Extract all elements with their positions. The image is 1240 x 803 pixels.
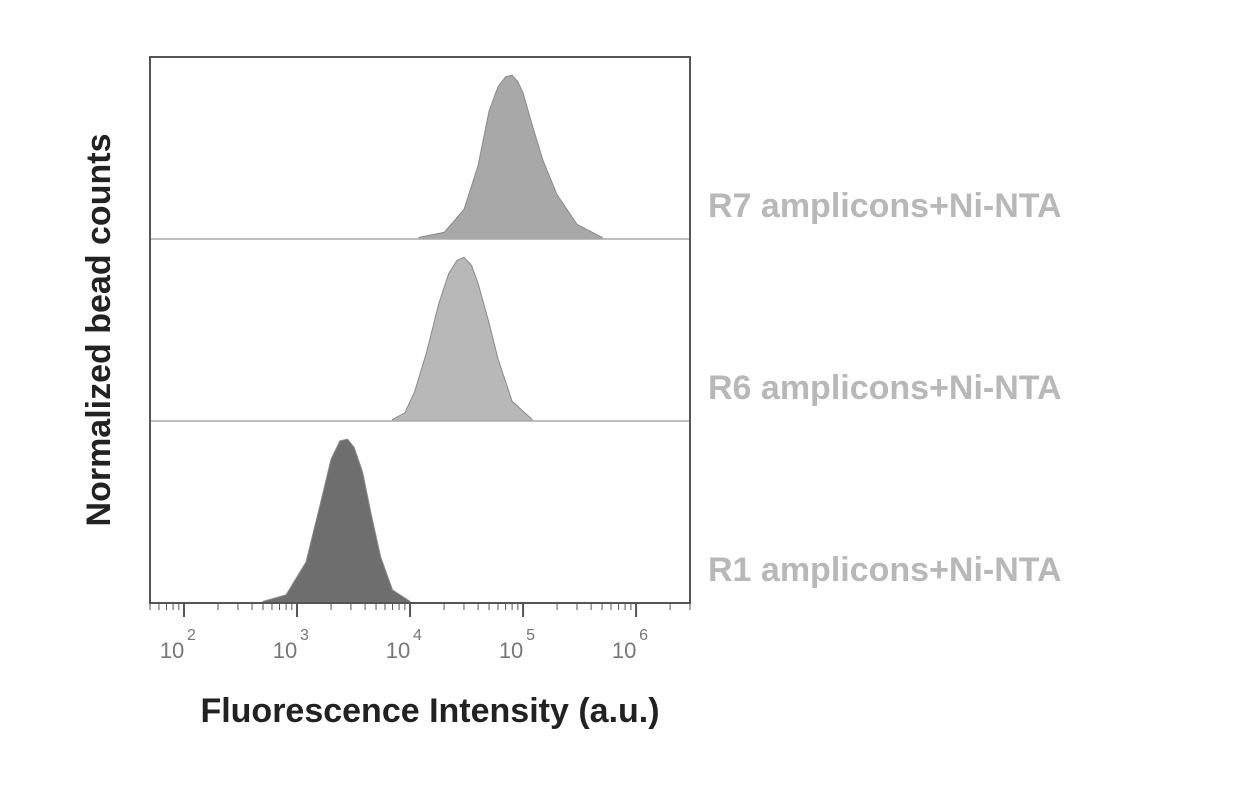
x-tick-base: 10 [386, 638, 410, 663]
x-tick-exponent: 5 [526, 627, 535, 644]
x-tick-label: 105 [499, 627, 535, 663]
histogram-area-3 [263, 439, 410, 603]
series-label: R7 amplicons+Ni-NTA [708, 187, 1062, 225]
plot-area [150, 75, 690, 603]
label-layer: R7 amplicons+Ni-NTA R6 amplicons+Ni-NTA R1… [708, 187, 1062, 589]
series-label: R6 amplicons+Ni-NTA [708, 369, 1062, 407]
series-label: R1 amplicons+Ni-NTA [708, 551, 1062, 589]
x-tick-base: 10 [612, 638, 636, 663]
y-axis-title: Normalized bead counts [80, 134, 118, 527]
x-tick-exponent: 6 [639, 627, 648, 644]
histogram-area-2 [393, 257, 533, 421]
x-axis: 102103104105106 [150, 603, 690, 663]
histogram-area-1 [419, 75, 602, 239]
x-tick-label: 106 [612, 627, 648, 663]
x-tick-base: 10 [273, 638, 297, 663]
x-tick-exponent: 2 [187, 627, 196, 644]
x-tick-label: 104 [386, 627, 422, 663]
x-tick-exponent: 3 [300, 627, 309, 644]
x-tick-label: 102 [160, 627, 196, 663]
x-tick-exponent: 4 [413, 627, 422, 644]
plot-frame [150, 57, 690, 603]
x-axis-title: Fluorescence Intensity (a.u.) [200, 692, 659, 730]
x-tick-base: 10 [499, 638, 523, 663]
x-tick-label: 103 [273, 627, 309, 663]
x-tick-base: 10 [160, 638, 184, 663]
